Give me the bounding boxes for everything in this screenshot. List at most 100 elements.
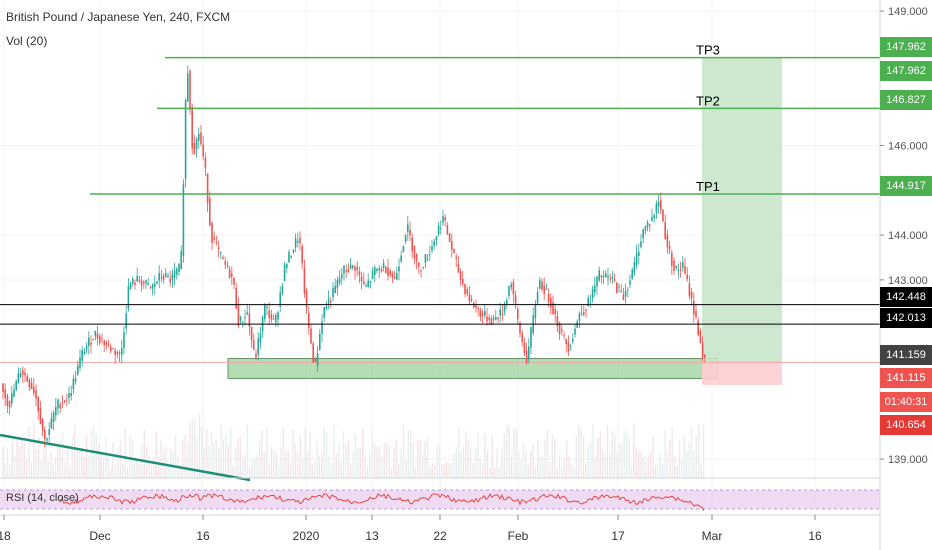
volume-bar xyxy=(45,443,47,478)
candle-body xyxy=(99,336,101,343)
volume-bar xyxy=(242,458,244,478)
volume-bar xyxy=(659,453,661,478)
volume-bar xyxy=(501,448,503,478)
candle-body xyxy=(74,378,77,382)
candle-body xyxy=(371,270,374,279)
candle-body xyxy=(112,348,114,350)
candle-body xyxy=(217,247,220,249)
chart-grid xyxy=(0,0,880,515)
volume-bar xyxy=(688,442,690,478)
candle-body xyxy=(345,270,347,272)
volume-bar xyxy=(100,453,102,478)
candle-body xyxy=(591,289,594,299)
volume-bar xyxy=(470,447,472,478)
volume-bar xyxy=(14,455,16,478)
volume-bar xyxy=(227,445,229,478)
volume-bar xyxy=(388,445,390,478)
volume-bar xyxy=(647,455,649,478)
candle-body xyxy=(325,306,328,309)
candle-body xyxy=(466,289,468,294)
volume-bar xyxy=(575,436,577,478)
candle-body xyxy=(121,348,123,356)
candle-body xyxy=(187,73,189,102)
volume-bar xyxy=(398,464,400,478)
volume-bar xyxy=(338,442,340,478)
volume-bar xyxy=(438,444,441,478)
candle-body xyxy=(215,242,218,244)
volume-bar xyxy=(208,445,210,478)
candle-body xyxy=(644,225,647,231)
volume-bar xyxy=(326,432,328,478)
candle-body xyxy=(193,142,196,155)
candle-body xyxy=(624,290,627,297)
rsi-indicator-label[interactable]: RSI (14, close) xyxy=(6,492,79,504)
candle-body xyxy=(690,291,693,299)
candle-body xyxy=(191,106,193,149)
volume-bar xyxy=(506,424,508,478)
price-tag: 142.448 xyxy=(880,287,932,307)
price-tag: 01:40:31 xyxy=(880,392,932,412)
candle-body xyxy=(521,333,523,342)
candle-body xyxy=(63,401,66,403)
candle-body xyxy=(462,278,464,285)
candle-body xyxy=(580,313,583,316)
volume-bar xyxy=(318,455,321,478)
candle-body xyxy=(554,308,556,315)
volume-bar xyxy=(383,442,385,478)
candle-body xyxy=(574,328,576,335)
volume-bar xyxy=(618,442,621,478)
volume-bar xyxy=(6,448,9,478)
volume-bar xyxy=(285,449,287,478)
volume-bar xyxy=(448,462,450,478)
candle-body xyxy=(552,302,554,314)
candle-body xyxy=(651,217,653,222)
candle-body xyxy=(402,246,405,252)
candle-body xyxy=(673,260,675,272)
candle-body xyxy=(675,265,677,268)
candle-body xyxy=(525,350,528,364)
candle-body xyxy=(28,379,31,388)
candle-body xyxy=(365,285,367,287)
volume-bar xyxy=(290,462,292,478)
candle-body xyxy=(358,271,361,275)
volume-bar xyxy=(474,449,477,478)
candle-body xyxy=(2,383,4,393)
volume-bar xyxy=(582,436,585,478)
candle-body xyxy=(396,273,398,280)
volume-bar xyxy=(69,465,71,478)
volume-bar xyxy=(246,424,249,478)
volume-bar xyxy=(203,447,205,478)
volume-indicator-label[interactable]: Vol (20) xyxy=(6,34,48,48)
candle-body xyxy=(682,262,684,268)
level-lines[interactable]: TP3 TP2 TP1 xyxy=(0,43,880,325)
volume-bar xyxy=(642,457,645,478)
candle-body xyxy=(211,222,213,243)
volume-bar xyxy=(503,433,505,478)
candle-body xyxy=(246,312,248,315)
volume-bar xyxy=(669,439,671,478)
volume-bar xyxy=(52,464,54,478)
volume-bar xyxy=(527,463,529,478)
volume-bar xyxy=(30,462,33,478)
candle-body xyxy=(360,276,363,281)
volume-bar xyxy=(191,418,193,478)
symbol-title[interactable]: British Pound / Japanese Yen, 240, FXCM xyxy=(6,10,231,24)
candle-body xyxy=(151,284,154,289)
candle-body xyxy=(356,266,358,270)
candle-body xyxy=(22,370,24,375)
candle-body xyxy=(440,228,442,230)
candle-body xyxy=(455,256,457,259)
volume-bar xyxy=(633,423,635,478)
volume-bar xyxy=(566,440,568,478)
volume-bar xyxy=(395,440,397,478)
candle-body xyxy=(488,317,490,320)
volume-bar xyxy=(333,424,335,478)
candle-body xyxy=(477,307,479,310)
candle-body xyxy=(143,281,145,284)
volume-bar xyxy=(352,451,354,478)
volume-bar xyxy=(261,430,263,478)
candle-body xyxy=(506,300,508,305)
volume-bar xyxy=(98,443,100,478)
